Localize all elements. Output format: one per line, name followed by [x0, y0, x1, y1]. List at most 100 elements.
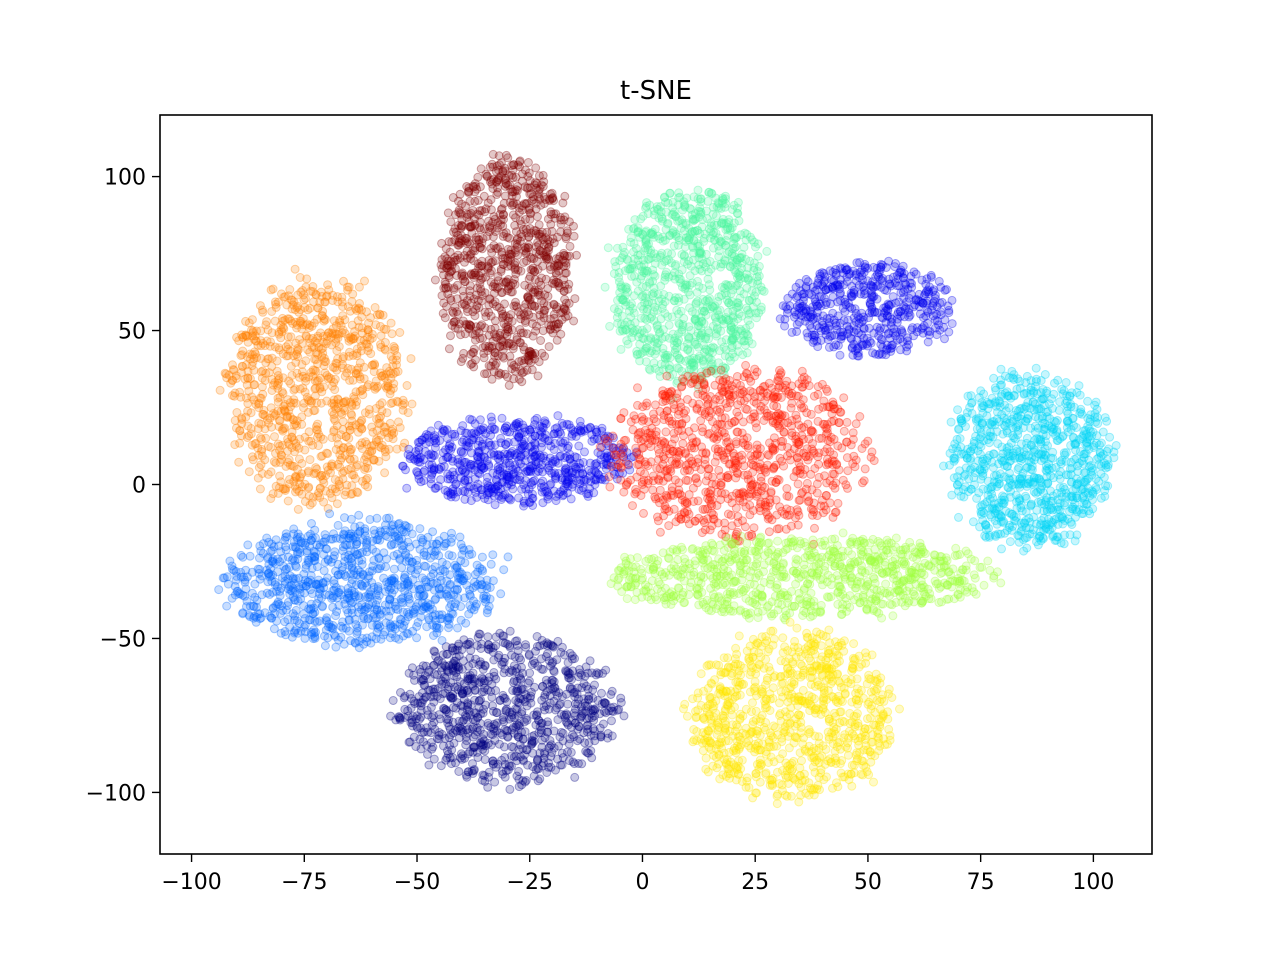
- scatter-point: [402, 381, 412, 390]
- scatter-point: [362, 439, 372, 449]
- scatter-point: [253, 424, 263, 434]
- scatter-point: [413, 468, 422, 478]
- scatter-point: [450, 316, 460, 326]
- scatter-point: [283, 446, 293, 456]
- scatter-point: [688, 483, 698, 493]
- scatter-point: [477, 320, 487, 330]
- scatter-point: [307, 498, 317, 508]
- scatter-point: [398, 395, 408, 405]
- scatter-point: [739, 242, 749, 252]
- scatter-point: [347, 470, 357, 480]
- scatter-point: [339, 397, 349, 407]
- scatter-point: [670, 475, 680, 485]
- scatter-point: [419, 476, 429, 486]
- scatter-point: [279, 424, 289, 434]
- scatter-point: [681, 406, 690, 416]
- scatter-point: [455, 208, 465, 218]
- scatter-point: [457, 299, 467, 309]
- scatter-point: [276, 406, 286, 416]
- scatter-point: [470, 246, 480, 256]
- scatter-point: [940, 334, 949, 344]
- scatter-point: [469, 294, 479, 304]
- scatter-point: [710, 380, 720, 390]
- scatter-point: [518, 169, 527, 179]
- scatter-point: [667, 482, 677, 492]
- scatter-point: [722, 438, 732, 448]
- scatter-point: [438, 308, 448, 318]
- scatter-point: [542, 456, 551, 466]
- scatter-point: [295, 434, 305, 444]
- scatter-point: [446, 331, 455, 341]
- scatter-point: [294, 345, 303, 355]
- scatter-point: [690, 516, 700, 526]
- scatter-point: [639, 334, 649, 344]
- scatter-point: [308, 371, 318, 381]
- scatter-point: [284, 291, 294, 301]
- scatter-point: [481, 341, 490, 351]
- scatter-point: [234, 336, 244, 346]
- scatter-point: [337, 409, 347, 419]
- scatter-point: [691, 438, 701, 447]
- scatter-point: [287, 443, 297, 452]
- scatter-point: [371, 320, 381, 330]
- scatter-point: [518, 224, 528, 234]
- scatter-point: [616, 462, 626, 472]
- scatter-point: [292, 346, 302, 356]
- scatter-point: [344, 282, 354, 292]
- scatter-point: [508, 198, 518, 208]
- scatter-point: [405, 454, 415, 464]
- scatter-point: [346, 463, 356, 473]
- scatter-point: [527, 448, 537, 457]
- scatter-point: [918, 298, 928, 308]
- scatter-point: [268, 489, 278, 499]
- scatter-point: [534, 357, 544, 367]
- scatter-point: [261, 368, 271, 378]
- scatter-point: [377, 406, 387, 416]
- scatter-point: [727, 297, 737, 307]
- scatter-point: [679, 294, 689, 304]
- scatter-point: [681, 236, 691, 246]
- scatter-point: [616, 344, 626, 354]
- scatter-point: [640, 346, 650, 356]
- scatter-point: [380, 344, 390, 354]
- scatter-point: [486, 277, 496, 287]
- scatter-point: [633, 223, 643, 233]
- scatter-point: [518, 342, 528, 352]
- scatter-point: [831, 340, 841, 350]
- scatter-point: [616, 282, 626, 292]
- scatter-point: [262, 336, 272, 346]
- scatter-point: [363, 463, 373, 473]
- scatter-point: [327, 459, 337, 469]
- scatter-point: [1105, 432, 1115, 442]
- cluster-6: [595, 360, 879, 549]
- scatter-point: [732, 407, 742, 417]
- scatter-point: [316, 398, 326, 408]
- scatter-point: [275, 392, 285, 402]
- scatter-point: [270, 316, 280, 326]
- scatter-point: [1109, 453, 1119, 463]
- scatter-point: [794, 495, 804, 505]
- scatter-point: [303, 483, 313, 493]
- scatter-point: [274, 327, 284, 337]
- scatter-point: [488, 162, 498, 172]
- scatter-point: [839, 316, 849, 325]
- scatter-point: [742, 229, 752, 239]
- scatter-point: [691, 298, 701, 308]
- scatter-point: [527, 434, 537, 444]
- scatter-point: [271, 458, 281, 468]
- scatter-point: [459, 348, 469, 358]
- scatter-point: [744, 275, 754, 285]
- scatter-point: [461, 457, 471, 467]
- scatter-point: [290, 447, 299, 457]
- scatter-point: [785, 510, 794, 520]
- scatter-point: [488, 149, 498, 159]
- scatter-point: [473, 483, 483, 493]
- scatter-point: [605, 321, 615, 331]
- scatter-point: [839, 426, 849, 436]
- scatter-point: [350, 394, 359, 404]
- scatter-point: [833, 498, 843, 508]
- scatter-point: [673, 240, 683, 250]
- scatter-point: [257, 469, 267, 478]
- scatter-point: [382, 428, 392, 438]
